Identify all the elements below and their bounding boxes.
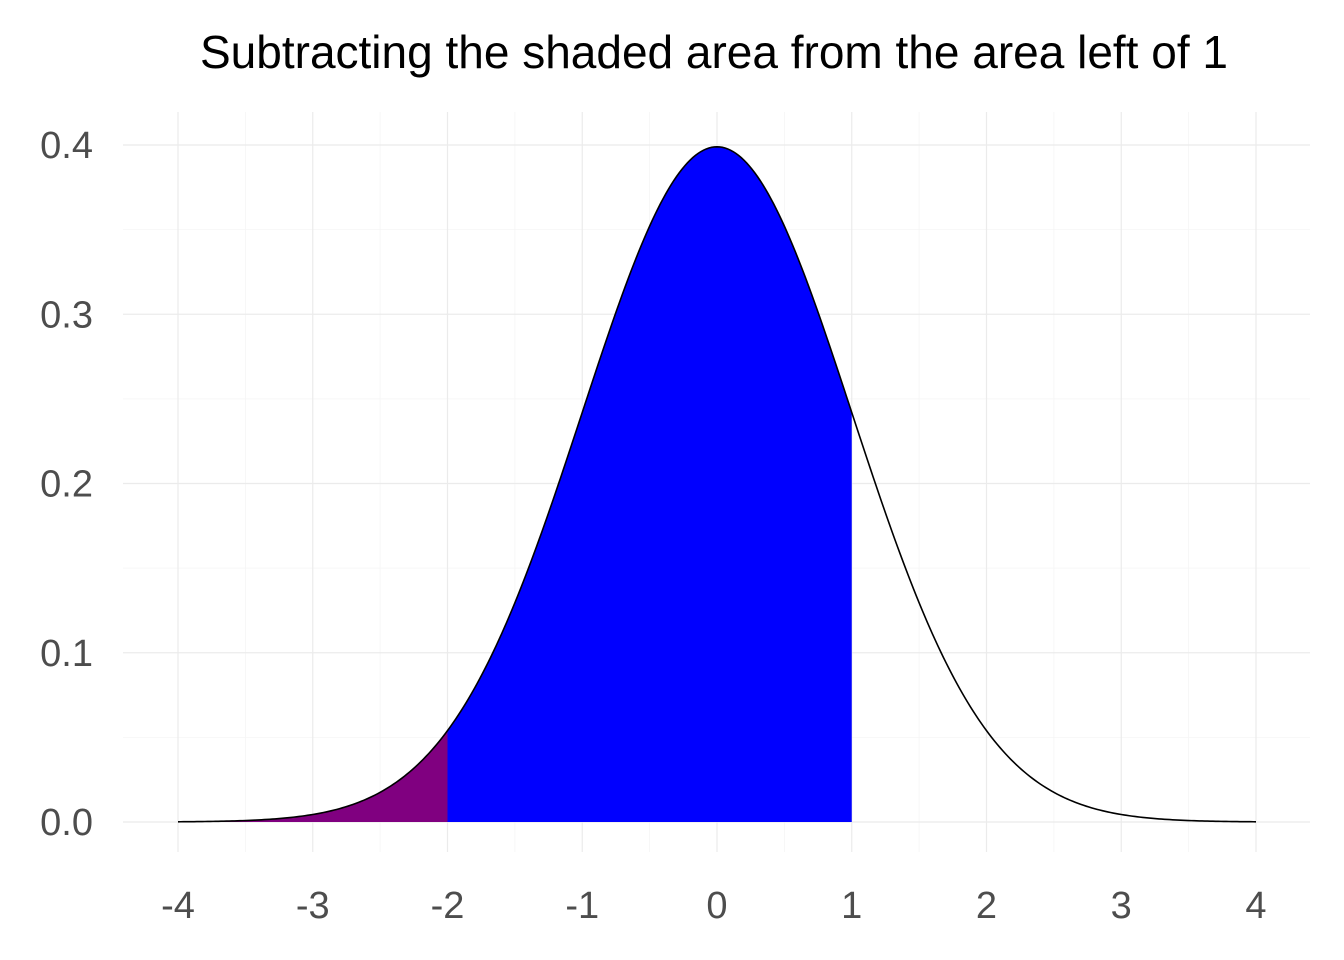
x-tick-label: 1	[841, 885, 862, 927]
shaded-area	[178, 146, 852, 823]
x-axis-ticks: -4 -3 -2 -1 0 1 2 3 4	[161, 885, 1266, 927]
density-curve	[177, 145, 1257, 823]
density-curve-group	[177, 145, 1257, 823]
y-tick-label: 0.2	[40, 464, 93, 506]
x-tick-label: -1	[565, 885, 599, 927]
x-tick-label: 2	[976, 885, 997, 927]
x-tick-label: -4	[161, 885, 195, 927]
x-tick-label: -3	[296, 885, 330, 927]
y-tick-label: 0.1	[40, 633, 93, 675]
chart-title: Subtracting the shaded area from the are…	[200, 26, 1228, 78]
x-tick-label: -2	[431, 885, 465, 927]
shaded-area	[178, 730, 448, 822]
y-axis-ticks: 0.0 0.1 0.2 0.3 0.4	[40, 125, 93, 844]
shaded-areas	[178, 146, 852, 823]
y-tick-label: 0.4	[40, 125, 93, 167]
x-tick-label: 4	[1245, 885, 1266, 927]
y-tick-label: 0.3	[40, 294, 93, 336]
y-tick-label: 0.0	[40, 802, 93, 844]
x-tick-label: 3	[1111, 885, 1132, 927]
x-tick-label: 0	[706, 885, 727, 927]
